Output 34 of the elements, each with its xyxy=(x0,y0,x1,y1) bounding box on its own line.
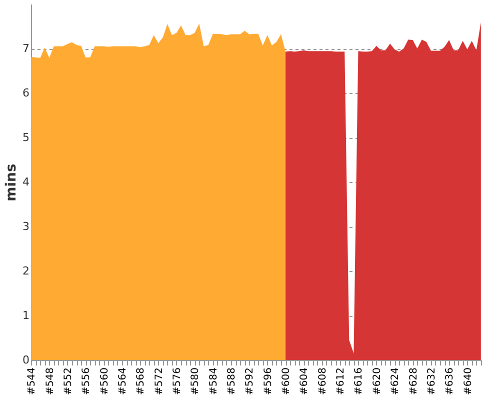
x-tick-label: #556 xyxy=(81,368,92,395)
x-tick-label: #592 xyxy=(244,368,256,395)
x-tick-label: #624 xyxy=(390,368,402,395)
x-tick-label: #600 xyxy=(281,368,292,395)
x-tick-label: #580 xyxy=(190,368,202,395)
x-tick-label: #552 xyxy=(62,368,74,395)
x-tick-label: #576 xyxy=(172,368,183,395)
x-tick-label: #612 xyxy=(336,368,347,395)
y-tick-label: 7 xyxy=(22,42,30,55)
x-tick-label: #628 xyxy=(408,368,420,395)
x-tick-label: #544 xyxy=(26,368,38,395)
x-tick-label: #568 xyxy=(136,368,147,395)
x-tick-label: #640 xyxy=(462,368,474,395)
y-tick-label: 4 xyxy=(22,176,30,188)
y-tick-label: 5 xyxy=(22,131,30,144)
y-tick-label: 0 xyxy=(22,354,30,366)
y-axis-title: mins xyxy=(4,164,20,202)
x-tick-label: #616 xyxy=(354,368,365,395)
x-tick-label: #632 xyxy=(426,368,438,395)
x-tick-label: #564 xyxy=(117,368,128,395)
x-tick-label: #548 xyxy=(44,368,56,395)
x-tick-label: #636 xyxy=(444,368,456,395)
x-tick-label: #584 xyxy=(208,368,220,395)
y-tick-label: 1 xyxy=(22,309,30,322)
x-tick-label: #608 xyxy=(317,368,328,395)
y-tick-label: 3 xyxy=(22,220,30,233)
x-tick-label: #604 xyxy=(299,368,310,395)
x-tick-label: #560 xyxy=(99,368,110,395)
x-tick-label: #620 xyxy=(372,368,383,395)
x-tick-label: #596 xyxy=(262,368,274,395)
y-tick-label: 6 xyxy=(22,86,30,100)
y-tick-label: 2 xyxy=(22,264,30,278)
x-tick-label: #588 xyxy=(226,368,238,395)
x-tick-label: #572 xyxy=(154,368,165,395)
